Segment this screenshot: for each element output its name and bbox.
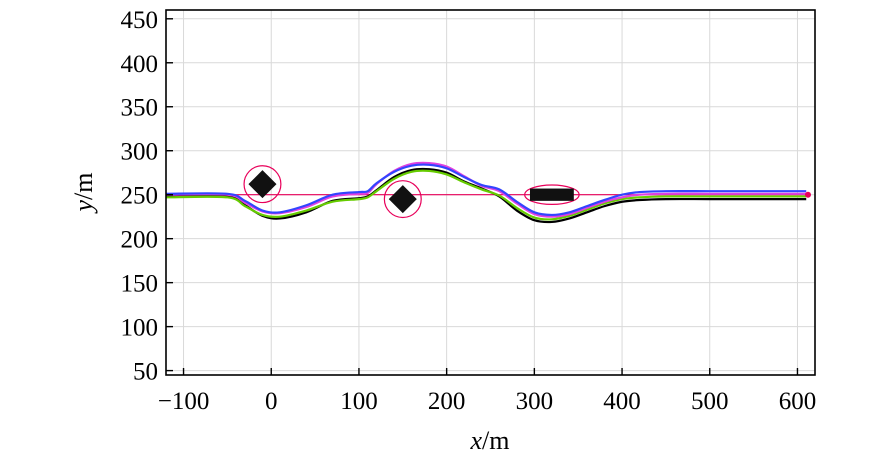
y-tick-label: 150 xyxy=(121,271,159,298)
x-tick-label: −100 xyxy=(158,388,210,415)
obstacle-diamond xyxy=(389,185,417,213)
x-tick-label: 500 xyxy=(691,388,729,415)
y-tick-label: 400 xyxy=(121,51,159,78)
x-axis-var: x xyxy=(470,426,483,455)
x-tick-label: 600 xyxy=(779,388,817,415)
x-tick-label: 100 xyxy=(340,388,378,415)
x-tick-label: 200 xyxy=(428,388,466,415)
y-axis-title: y/m xyxy=(69,173,98,215)
y-axis-var: y xyxy=(69,200,98,215)
y-tick-label: 100 xyxy=(121,315,159,342)
y-tick-label: 250 xyxy=(121,183,159,210)
x-axis-unit: /m xyxy=(482,426,509,455)
x-axis-title: x/m xyxy=(470,426,510,455)
tick-labels: −100 0 100 200 300 400 500 600 50 100 150 200 250 300… xyxy=(121,7,817,415)
end-marker xyxy=(805,192,811,198)
y-tick-label: 200 xyxy=(121,227,159,254)
y-axis-unit: /m xyxy=(69,173,98,200)
x-tick-label: 300 xyxy=(516,388,554,415)
y-tick-label: 300 xyxy=(121,139,159,166)
x-tick-label: 0 xyxy=(265,388,278,415)
y-tick-label: 350 xyxy=(121,95,159,122)
obstacle-rect xyxy=(530,189,574,201)
x-tick-label: 400 xyxy=(603,388,641,415)
y-tick-label: 50 xyxy=(133,359,158,386)
obstacle-diamond xyxy=(248,170,276,198)
y-tick-label: 450 xyxy=(121,7,159,34)
